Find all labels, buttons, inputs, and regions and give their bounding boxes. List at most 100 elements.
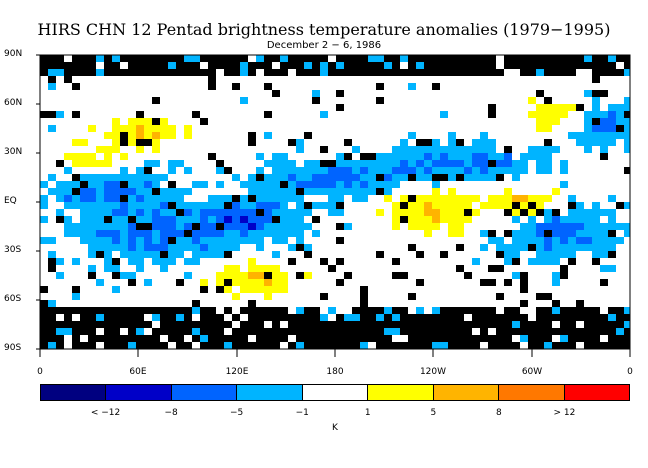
anomaly-cell (384, 55, 392, 62)
anomaly-cell (560, 160, 568, 167)
anomaly-cell (240, 223, 248, 230)
anomaly-cell (512, 160, 520, 167)
anomaly-cell (408, 328, 416, 335)
anomaly-cell (304, 321, 312, 328)
anomaly-cell (488, 307, 496, 314)
anomaly-cell (104, 342, 112, 349)
anomaly-cell (576, 69, 584, 76)
anomaly-cell (480, 314, 488, 321)
anomaly-cell (320, 55, 328, 62)
anomaly-cell (432, 314, 440, 321)
anomaly-cell (128, 55, 136, 62)
anomaly-cell (64, 216, 72, 223)
anomaly-cell (528, 230, 536, 237)
anomaly-cell (392, 321, 400, 328)
anomaly-cell (392, 146, 400, 153)
anomaly-cell (240, 237, 248, 244)
anomaly-cell (440, 153, 448, 160)
anomaly-cell (336, 55, 344, 62)
anomaly-cell (288, 174, 296, 181)
anomaly-cell (304, 188, 312, 195)
anomaly-cell (144, 174, 152, 181)
anomaly-cell (160, 342, 168, 349)
anomaly-cell (152, 174, 160, 181)
anomaly-cell (568, 104, 576, 111)
lat-label: 30S (4, 245, 22, 255)
anomaly-cell (568, 62, 576, 69)
anomaly-cell (456, 223, 464, 230)
anomaly-cell (176, 251, 184, 258)
anomaly-cell (592, 251, 600, 258)
anomaly-cell (240, 286, 248, 293)
anomaly-cell (592, 76, 600, 83)
anomaly-cell (336, 328, 344, 335)
anomaly-cell (184, 272, 192, 279)
anomaly-cell (184, 125, 192, 132)
anomaly-cell (528, 314, 536, 321)
anomaly-cell (400, 272, 408, 279)
anomaly-cell (496, 244, 504, 251)
anomaly-cell (312, 181, 320, 188)
anomaly-cell (528, 202, 536, 209)
anomaly-cell (168, 188, 176, 195)
anomaly-cell (264, 83, 272, 90)
anomaly-cell (336, 90, 344, 97)
anomaly-cell (480, 279, 488, 286)
anomaly-cell (104, 265, 112, 272)
anomaly-cell (376, 307, 384, 314)
anomaly-cell (312, 321, 320, 328)
colorbar-swatch (499, 385, 565, 400)
anomaly-cell (160, 244, 168, 251)
anomaly-cell (352, 321, 360, 328)
anomaly-cell (224, 286, 232, 293)
anomaly-cell (528, 223, 536, 230)
anomaly-cell (160, 335, 168, 342)
anomaly-cell (296, 167, 304, 174)
lat-label: 60S (4, 294, 22, 304)
anomaly-cell (480, 146, 488, 153)
anomaly-cell (272, 188, 280, 195)
anomaly-cell (160, 174, 168, 181)
anomaly-cell (552, 55, 560, 62)
anomaly-cell (504, 342, 512, 349)
anomaly-cell (264, 223, 272, 230)
anomaly-cell (96, 244, 104, 251)
anomaly-cell (304, 307, 312, 314)
anomaly-cell (144, 69, 152, 76)
anomaly-cell (336, 153, 344, 160)
anomaly-cell (152, 160, 160, 167)
anomaly-cell (496, 307, 504, 314)
anomaly-cell (552, 230, 560, 237)
anomaly-cell (208, 328, 216, 335)
anomaly-cell (216, 251, 224, 258)
anomaly-cell (256, 62, 264, 69)
anomaly-cell (360, 293, 368, 300)
anomaly-cell (560, 342, 568, 349)
anomaly-cell (488, 167, 496, 174)
anomaly-cell (432, 62, 440, 69)
anomaly-cell (544, 160, 552, 167)
anomaly-cell (592, 307, 600, 314)
anomaly-cell (496, 335, 504, 342)
anomaly-cell (536, 69, 544, 76)
anomaly-cell (48, 265, 56, 272)
anomaly-cell (568, 258, 576, 265)
anomaly-cell (152, 118, 160, 125)
anomaly-cell (368, 62, 376, 69)
anomaly-cell (584, 209, 592, 216)
anomaly-cell (352, 328, 360, 335)
anomaly-cell (584, 335, 592, 342)
anomaly-cell (272, 202, 280, 209)
anomaly-cell (528, 195, 536, 202)
anomaly-cell (280, 237, 288, 244)
anomaly-cell (248, 132, 256, 139)
anomaly-cell (344, 328, 352, 335)
anomaly-cell (416, 167, 424, 174)
anomaly-cell (408, 223, 416, 230)
anomaly-cell (152, 258, 160, 265)
anomaly-cell (496, 314, 504, 321)
anomaly-cell (120, 195, 128, 202)
anomaly-cell (240, 216, 248, 223)
anomaly-cell (320, 328, 328, 335)
anomaly-cell (264, 181, 272, 188)
